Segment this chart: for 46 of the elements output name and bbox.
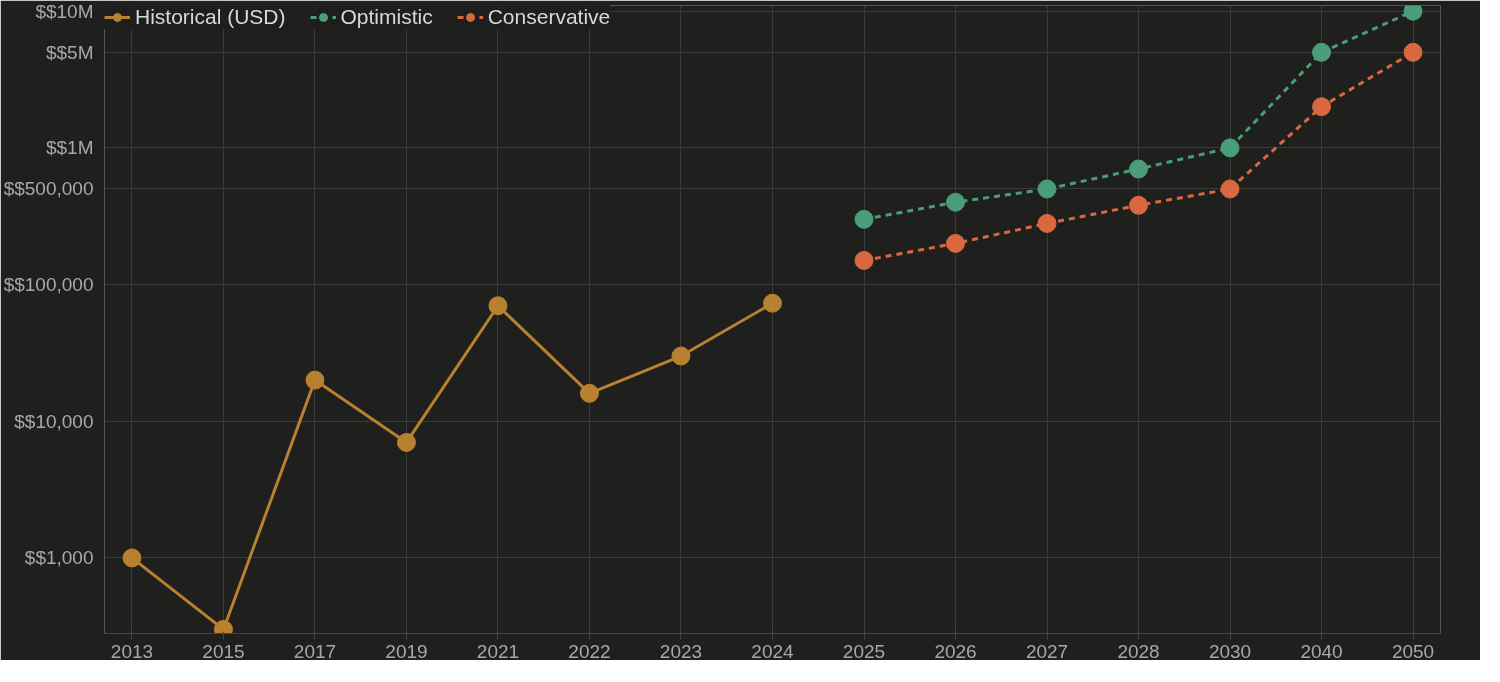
point	[763, 293, 782, 313]
y-tick-label: $$500,000	[3, 178, 94, 200]
y-tick-label: $$1M	[45, 137, 94, 159]
x-tick-label: 2017	[293, 640, 337, 662]
point	[1129, 195, 1149, 215]
point	[396, 432, 416, 452]
point	[946, 233, 966, 253]
x-tick-label: 2015	[202, 640, 245, 662]
point	[1037, 179, 1057, 199]
point	[122, 548, 142, 568]
point	[671, 346, 691, 366]
point	[854, 250, 874, 270]
point	[946, 192, 966, 212]
legend-label: Conservative	[487, 5, 611, 29]
point	[1403, 5, 1423, 21]
x-tick-label: 2019	[385, 640, 428, 662]
y-tick-label: $$10,000	[14, 410, 94, 432]
point	[1037, 213, 1057, 233]
point	[854, 209, 874, 229]
point	[305, 370, 325, 390]
x-tick-label: 2024	[751, 640, 795, 662]
y-tick-label: $$10M	[35, 0, 94, 22]
point	[1220, 138, 1240, 158]
x-tick-label: 2013	[110, 640, 154, 662]
x-tick-label: 2026	[934, 640, 977, 662]
x-tick-label: 2027	[1025, 640, 1069, 662]
y-tick-label: $$5M	[45, 41, 94, 63]
point	[1312, 97, 1332, 117]
point	[579, 383, 599, 403]
legend-label: Optimistic	[340, 5, 433, 29]
y-tick-label: $$100,000	[3, 274, 94, 296]
x-tick-label: 2022	[568, 640, 611, 662]
legend-label: Historical (USD)	[135, 5, 286, 29]
x-tick-label: 2040	[1300, 640, 1343, 662]
point	[1312, 42, 1332, 62]
point	[1129, 159, 1149, 179]
x-tick-label: 2028	[1117, 640, 1160, 662]
x-tick-label: 2025	[842, 640, 886, 662]
point	[488, 296, 508, 316]
y-tick-label: $$1,000	[24, 547, 94, 569]
point	[1220, 179, 1240, 199]
x-tick-label: 2023	[659, 640, 703, 662]
x-tick-label: 2050	[1391, 640, 1435, 662]
point	[1403, 42, 1423, 62]
x-tick-label: 2021	[476, 640, 520, 662]
x-tick-label: 2030	[1208, 640, 1252, 662]
